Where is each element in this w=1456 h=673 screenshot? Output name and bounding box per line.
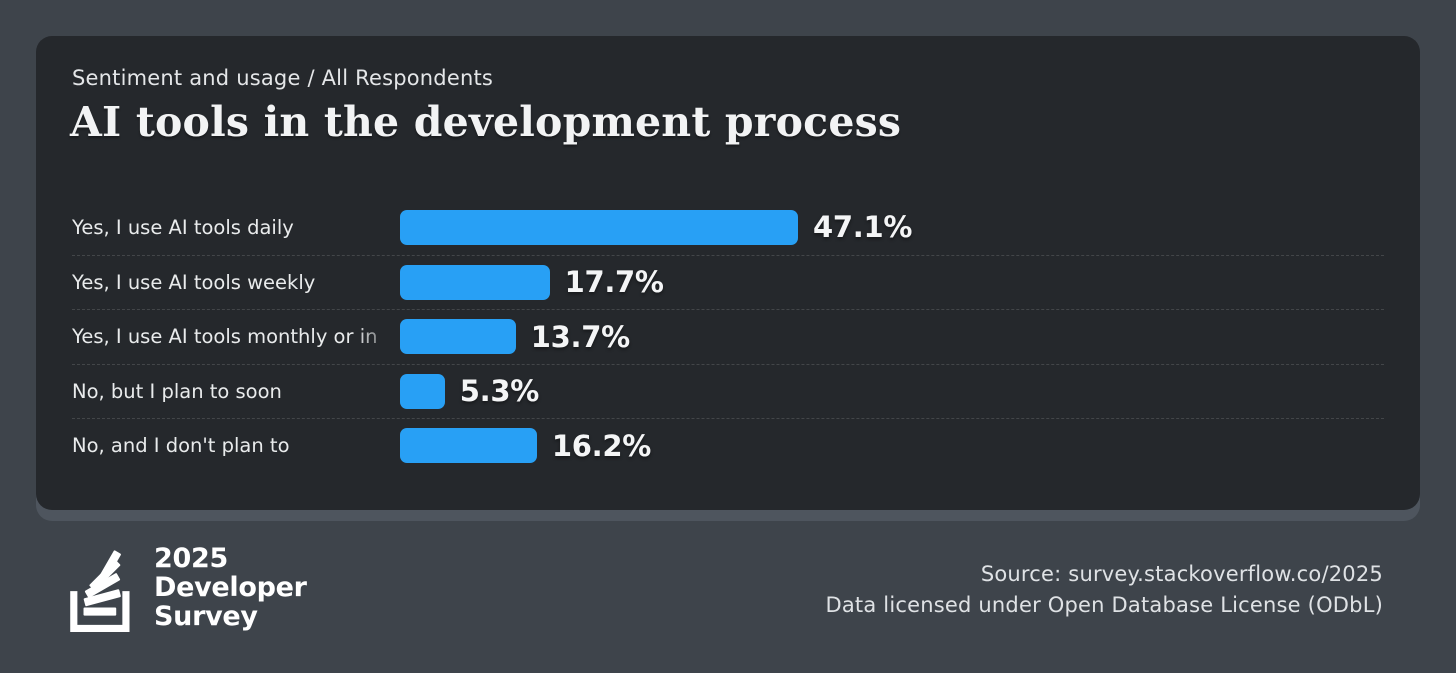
category-label: No, but I plan to soon <box>72 379 282 403</box>
bar[interactable] <box>400 209 798 245</box>
logo-year: 2025 <box>154 543 228 574</box>
developer-survey-logo: 2025 Developer Survey <box>70 540 307 632</box>
category-label: Yes, I use AI tools daily <box>72 215 294 239</box>
chart-title: AI tools in the development process <box>70 98 902 146</box>
bar[interactable] <box>400 428 537 464</box>
value-label: 5.3% <box>459 374 540 409</box>
breadcrumb: Sentiment and usage / All Respondents <box>72 66 494 90</box>
bar[interactable] <box>400 264 550 300</box>
value-label: 17.7% <box>564 265 664 300</box>
source-line: Source: survey.stackoverflow.co/2025 <box>980 562 1383 586</box>
value-label: 13.7% <box>530 319 630 354</box>
logo-developer: Developer <box>154 572 307 603</box>
bar-row: Yes, I use AI tools monthly or in 13.7% <box>72 309 1384 364</box>
bar-row: No, but I plan to soon 5.3% <box>72 363 1384 419</box>
license-line: Data licensed under Open Database Licens… <box>825 593 1383 617</box>
bar[interactable] <box>400 373 445 409</box>
logo-text: 2025 Developer Survey <box>154 544 307 631</box>
bar-row: No, and I don't plan to 16.2% <box>72 418 1384 473</box>
category-label: Yes, I use AI tools monthly or in <box>72 325 378 349</box>
category-label: No, and I don't plan to <box>72 434 290 458</box>
value-label: 47.1% <box>813 210 913 245</box>
category-label: Yes, I use AI tools weekly <box>72 270 316 294</box>
bar-row: Yes, I use AI tools daily 47.1% <box>72 200 1384 255</box>
bar[interactable] <box>400 319 516 355</box>
stackoverflow-logo-icon <box>70 540 142 632</box>
value-label: 16.2% <box>551 428 651 463</box>
footer-source: Source: survey.stackoverflow.co/2025 Dat… <box>825 559 1383 621</box>
chart-card: Sentiment and usage / All Respondents AI… <box>36 36 1420 510</box>
logo-survey: Survey <box>154 601 258 632</box>
bar-chart: Yes, I use AI tools daily 47.1% Yes, I use… <box>72 200 1384 473</box>
bar-row: Yes, I use AI tools weekly 17.7% <box>72 254 1384 310</box>
